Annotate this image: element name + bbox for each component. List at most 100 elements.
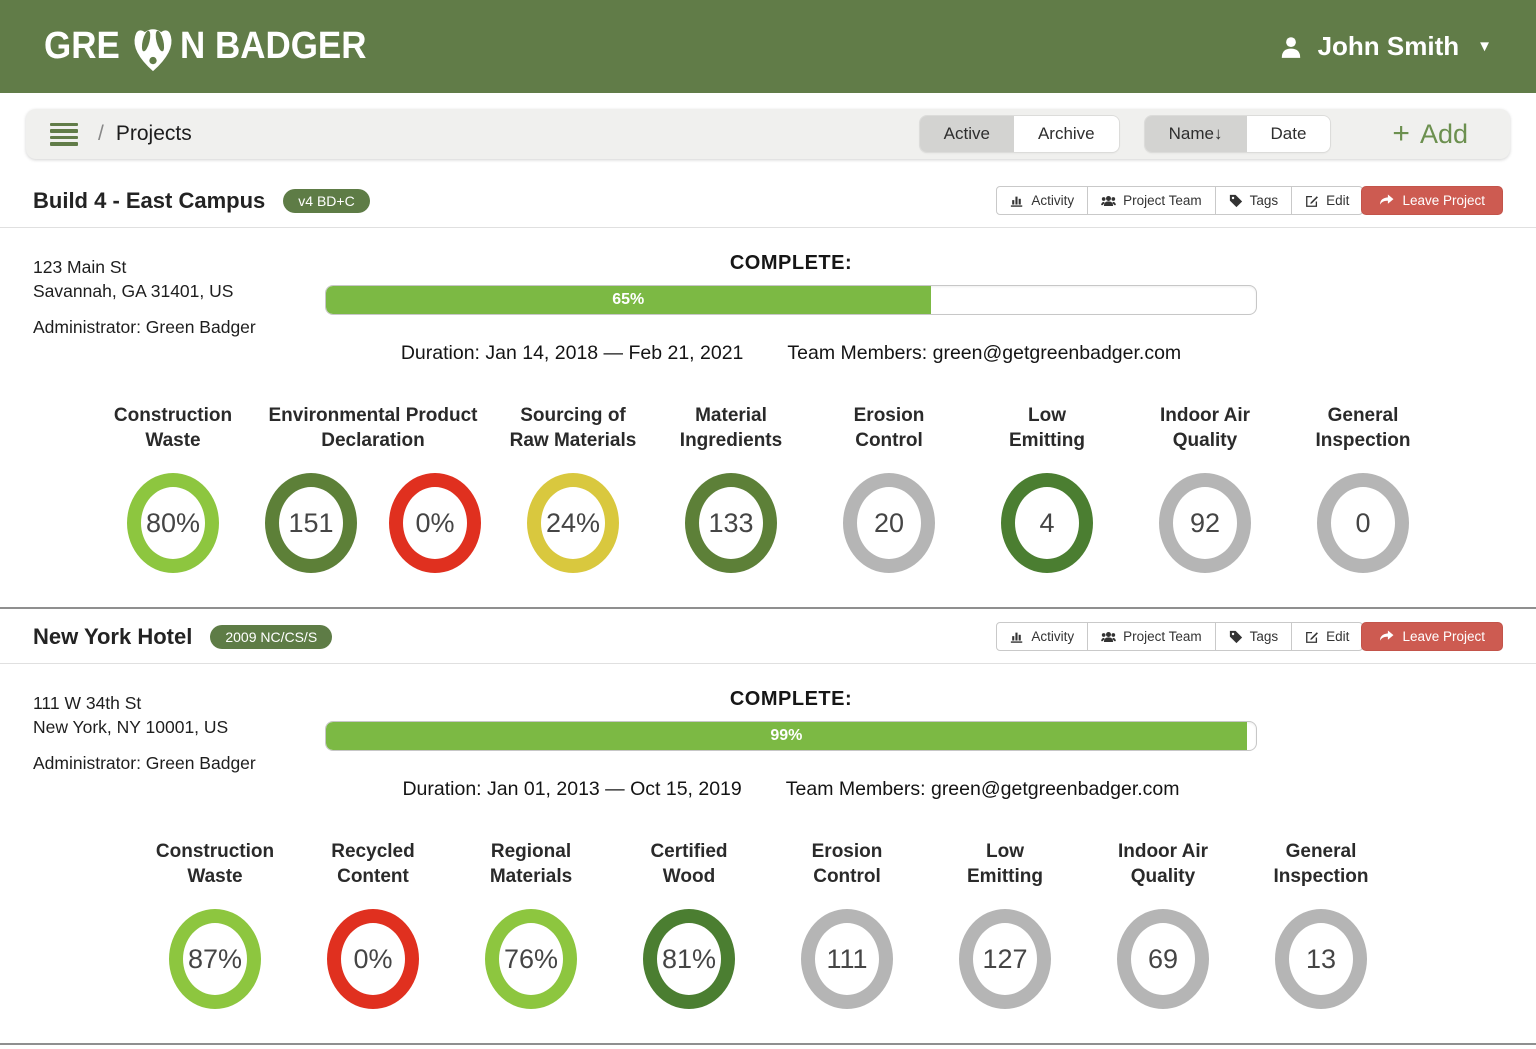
metric-group: Construction Waste 87%	[149, 839, 281, 1010]
filter-active-button[interactable]: Active	[919, 116, 1014, 152]
metric-value: 4	[1039, 507, 1055, 538]
project-content: 123 Main St Savannah, GA 31401, US Admin…	[0, 228, 1536, 607]
badger-icon	[127, 24, 179, 76]
metric-label: Recycled Content	[331, 841, 415, 888]
metric-circle: 0%	[327, 909, 419, 1010]
metric-group: Material Ingredients 133	[665, 403, 797, 574]
address-line2: Savannah, GA 31401, US	[33, 280, 234, 301]
metric-circle: 20	[843, 473, 935, 574]
team-members: Team Members: green@getgreenbadger.com	[785, 778, 1180, 801]
user-name: John Smith	[1317, 31, 1460, 61]
metric-label: Construction Waste	[155, 841, 275, 888]
metric-value: 0%	[353, 943, 393, 974]
metric-label: Indoor Air Quality	[1117, 841, 1209, 888]
metric-label: Construction Waste	[113, 405, 233, 452]
leave-arrow-icon	[1379, 194, 1394, 207]
metric-group: Recycled Content 0%	[307, 839, 439, 1010]
metric-circle: 127	[959, 909, 1051, 1010]
metric-label: Material Ingredients	[679, 405, 783, 452]
edit-button[interactable]: Edit	[1291, 622, 1364, 652]
metric-label: Environmental Product Declaration	[268, 405, 478, 452]
metric-circle: 87%	[169, 909, 261, 1010]
metric-label: Low Emitting	[1009, 405, 1085, 452]
metric-circle: 133	[685, 473, 777, 574]
tags-button[interactable]: Tags	[1214, 186, 1293, 215]
metric-label: Indoor Air Quality	[1159, 405, 1251, 452]
metric-circle: 81%	[643, 909, 735, 1010]
project-meta: Duration: Jan 14, 2018 — Feb 21, 2021 Te…	[325, 342, 1257, 365]
sort-toggle-group: Name↓ Date	[1144, 116, 1331, 152]
project-team-button[interactable]: Project Team	[1087, 186, 1216, 215]
metric-circle: 151	[265, 473, 357, 574]
metric-value: 13	[1305, 943, 1337, 974]
progress-area: COMPLETE: 99% Duration: Jan 01, 2013 — O…	[325, 688, 1257, 801]
top-nav: GRE N BADGER John Smith ▼	[0, 0, 1536, 93]
metric-circle: 13	[1275, 909, 1367, 1010]
metric-label: Erosion Control	[853, 405, 925, 452]
activity-button[interactable]: Activity	[996, 622, 1089, 652]
user-icon	[1278, 34, 1304, 60]
metric-label: Certified Wood	[650, 841, 728, 888]
metric-circle: 111	[801, 909, 893, 1010]
metric-group: Construction Waste 80%	[107, 403, 239, 574]
metric-value: 87%	[187, 943, 243, 974]
metric-group: Sourcing of Raw Materials 24%	[507, 403, 639, 574]
edit-button[interactable]: Edit	[1291, 186, 1364, 215]
project-title: New York Hotel	[33, 623, 193, 649]
tags-button[interactable]: Tags	[1214, 622, 1293, 652]
project-actions: Activity Project Team	[996, 622, 1503, 652]
project-version-badge: 2009 NC/CS/S	[210, 624, 333, 649]
team-members: Team Members: green@getgreenbadger.com	[787, 342, 1182, 364]
breadcrumb-bar: / Projects Active Archive Name↓ Date + A…	[26, 109, 1510, 159]
metric-value: 0%	[415, 507, 455, 538]
metric-group: General Inspection 0	[1297, 403, 1429, 574]
logo-text-pre: GRE	[44, 25, 120, 67]
user-menu[interactable]: John Smith ▼	[1278, 31, 1492, 62]
menu-icon[interactable]	[48, 116, 80, 153]
address-line2: New York, NY 10001, US	[33, 716, 229, 737]
project-version-badge: v4 BD+C	[283, 188, 370, 213]
project-address: 111 W 34th St New York, NY 10001, US Adm…	[33, 692, 256, 776]
team-icon	[1101, 194, 1116, 208]
project-header: Build 4 - East Campus v4 BD+C Activity	[0, 173, 1536, 228]
address-line1: 123 Main St	[33, 257, 127, 277]
progress-value: 65%	[612, 291, 645, 308]
activity-button[interactable]: Activity	[996, 186, 1089, 215]
sort-date-button[interactable]: Date	[1246, 116, 1331, 152]
metric-circle: 76%	[485, 909, 577, 1010]
filter-archive-button[interactable]: Archive	[1013, 116, 1119, 152]
metric-label: Low Emitting	[967, 841, 1043, 888]
sort-name-button[interactable]: Name↓	[1144, 116, 1247, 152]
leave-project-button[interactable]: Leave Project	[1361, 622, 1503, 652]
project-address: 123 Main St Savannah, GA 31401, US Admin…	[33, 256, 256, 340]
breadcrumb[interactable]: Projects	[115, 122, 192, 145]
bar-chart-icon	[1010, 194, 1024, 208]
project-section: New York Hotel 2009 NC/CS/S Activity	[0, 609, 1536, 1046]
metric-value: 20	[873, 507, 905, 538]
metric-group: Environmental Product Declaration 151 0%	[265, 403, 481, 574]
administrator: Administrator: Green Badger	[33, 317, 256, 338]
progress-bar: 99%	[325, 721, 1257, 752]
plus-icon: +	[1392, 117, 1410, 150]
project-team-button[interactable]: Project Team	[1087, 622, 1216, 652]
duration: Duration: Jan 01, 2013 — Oct 15, 2019	[402, 778, 742, 801]
project-section: Build 4 - East Campus v4 BD+C Activity	[0, 173, 1536, 610]
metric-value: 92	[1189, 507, 1221, 538]
metric-circle: 92	[1159, 473, 1251, 574]
edit-icon	[1305, 630, 1319, 644]
project-actions: Activity Project Team	[996, 186, 1503, 215]
metric-group: Indoor Air Quality 92	[1139, 403, 1271, 574]
green-badger-logo: GRE N BADGER	[44, 24, 383, 71]
edit-icon	[1305, 194, 1319, 208]
project-title: Build 4 - East Campus	[33, 187, 266, 213]
metric-group: Indoor Air Quality 69	[1097, 839, 1229, 1010]
toolbar-right: Active Archive Name↓ Date + Add	[894, 116, 1488, 152]
metric-circle: 0%	[389, 473, 481, 574]
metric-value: 69	[1147, 943, 1179, 974]
logo-text-post: N BADGER	[180, 25, 367, 67]
address-line1: 111 W 34th St	[33, 693, 142, 714]
add-project-button[interactable]: + Add	[1386, 118, 1474, 151]
progress-fill: 65%	[326, 286, 931, 314]
tag-icon	[1229, 630, 1243, 644]
leave-project-button[interactable]: Leave Project	[1361, 186, 1503, 215]
